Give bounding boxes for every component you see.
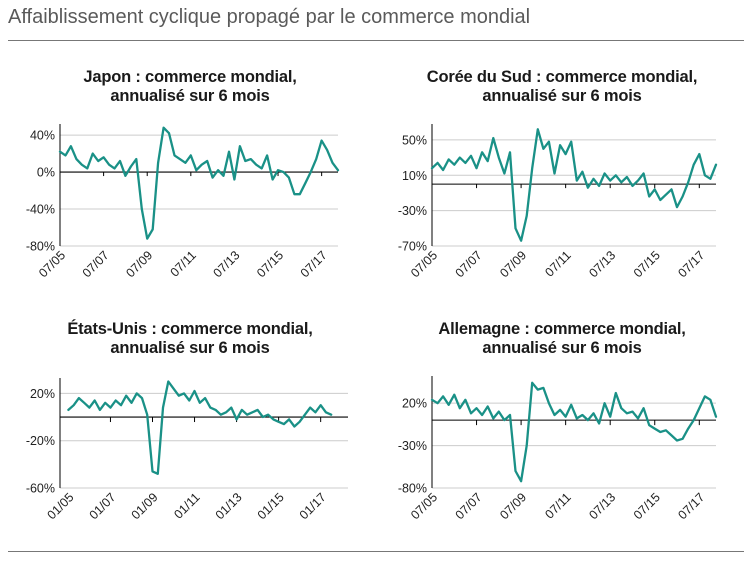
x-tick-label: 07/13 [586, 490, 618, 522]
page-title: Affaiblissement cyclique propagé par le … [8, 6, 531, 28]
y-tick-label: 40% [30, 129, 55, 143]
chart-panel-allemagne: Allemagne : commerce mondial, annualisé … [376, 320, 748, 578]
y-tick-label: -30% [398, 439, 427, 453]
chart-panel-japon: Japon : commerce mondial, annualisé sur … [4, 68, 376, 326]
series-line [67, 380, 333, 475]
chart-title-etats-unis: États-Unis : commerce mondial, annualisé… [4, 320, 376, 358]
x-tick-label: 01/13 [213, 490, 245, 522]
x-tick-label: 07/17 [675, 248, 707, 280]
chart-title-line-1: Corée du Sud : commerce mondial, [426, 68, 698, 86]
chart-title-line-2: annualisé sur 6 mois [110, 339, 270, 357]
x-tick-label: 07/15 [254, 248, 286, 280]
chart-title-coree: Corée du Sud : commerce mondial, annuali… [376, 68, 748, 106]
x-tick-label: 07/09 [497, 490, 529, 522]
x-tick-label: 01/15 [255, 490, 287, 522]
x-tick-label: 07/13 [586, 248, 618, 280]
top-divider [8, 40, 744, 41]
chart-title-allemagne: Allemagne : commerce mondial, annualisé … [376, 320, 748, 358]
x-tick-label: 07/11 [542, 248, 573, 279]
series-line [58, 126, 340, 240]
y-tick-label: -80% [26, 240, 55, 254]
chart-title-japon: Japon : commerce mondial, annualisé sur … [4, 68, 376, 106]
y-tick-label: 20% [30, 387, 55, 401]
x-tick-label: 07/11 [542, 490, 573, 521]
y-tick-label: 10% [402, 169, 427, 183]
chart-panel-coree: Corée du Sud : commerce mondial, annuali… [376, 68, 748, 326]
chart-title-line-2: annualisé sur 6 mois [110, 87, 270, 105]
y-tick-label: 0% [37, 166, 55, 180]
x-tick-label: 07/07 [453, 490, 485, 522]
y-tick-label: -80% [398, 482, 427, 496]
y-tick-label: -60% [26, 482, 55, 496]
y-tick-label: 50% [402, 133, 427, 147]
chart-title-line-1: Japon : commerce mondial, [83, 68, 297, 86]
series-line [430, 128, 718, 242]
chart-allemagne: 20%-30%-80%07/05 07/07 07/09 07/11 07/13 07/1… [398, 376, 718, 522]
x-tick-label: 01/11 [171, 490, 202, 521]
chart-coree: 50%10%-30%-70%07/05 07/07 07/09 07/11 07/13 0… [398, 124, 718, 280]
x-tick-label: 01/17 [297, 490, 329, 522]
chart-title-line-1: Allemagne : commerce mondial, [438, 320, 686, 338]
y-tick-label: -20% [26, 434, 55, 448]
series-line [430, 381, 718, 483]
chart-etats-unis: 20%-20%-60%01/05 01/07 01/09 01/11 01/13 01/1… [26, 378, 348, 522]
x-tick-label: 07/15 [631, 490, 663, 522]
chart-title-line-2: annualisé sur 6 mois [482, 87, 642, 105]
x-tick-label: 07/15 [631, 248, 663, 280]
chart-title-line-2: annualisé sur 6 mois [482, 339, 642, 357]
x-tick-label: 01/09 [129, 490, 161, 522]
bottom-divider [8, 551, 744, 552]
chart-panel-etats-unis: États-Unis : commerce mondial, annualisé… [4, 320, 376, 578]
x-tick-label: 07/09 [123, 248, 155, 280]
y-tick-label: 20% [402, 397, 427, 411]
x-tick-label: 07/07 [80, 248, 112, 280]
x-tick-label: 07/17 [298, 248, 330, 280]
x-tick-label: 07/17 [675, 490, 707, 522]
chart-japon: 40%0%-40%-80%07/05 07/07 07/09 07/11 07/13 07… [26, 124, 340, 280]
y-tick-label: -30% [398, 204, 427, 218]
y-tick-label: -70% [398, 240, 427, 254]
y-tick-label: -40% [26, 203, 55, 217]
x-tick-label: 01/07 [87, 490, 119, 522]
x-tick-label: 07/07 [453, 248, 485, 280]
x-tick-label: 07/09 [497, 248, 529, 280]
x-tick-label: 07/13 [211, 248, 243, 280]
x-tick-label: 07/11 [168, 248, 199, 279]
chart-title-line-1: États-Unis : commerce mondial, [67, 320, 313, 338]
